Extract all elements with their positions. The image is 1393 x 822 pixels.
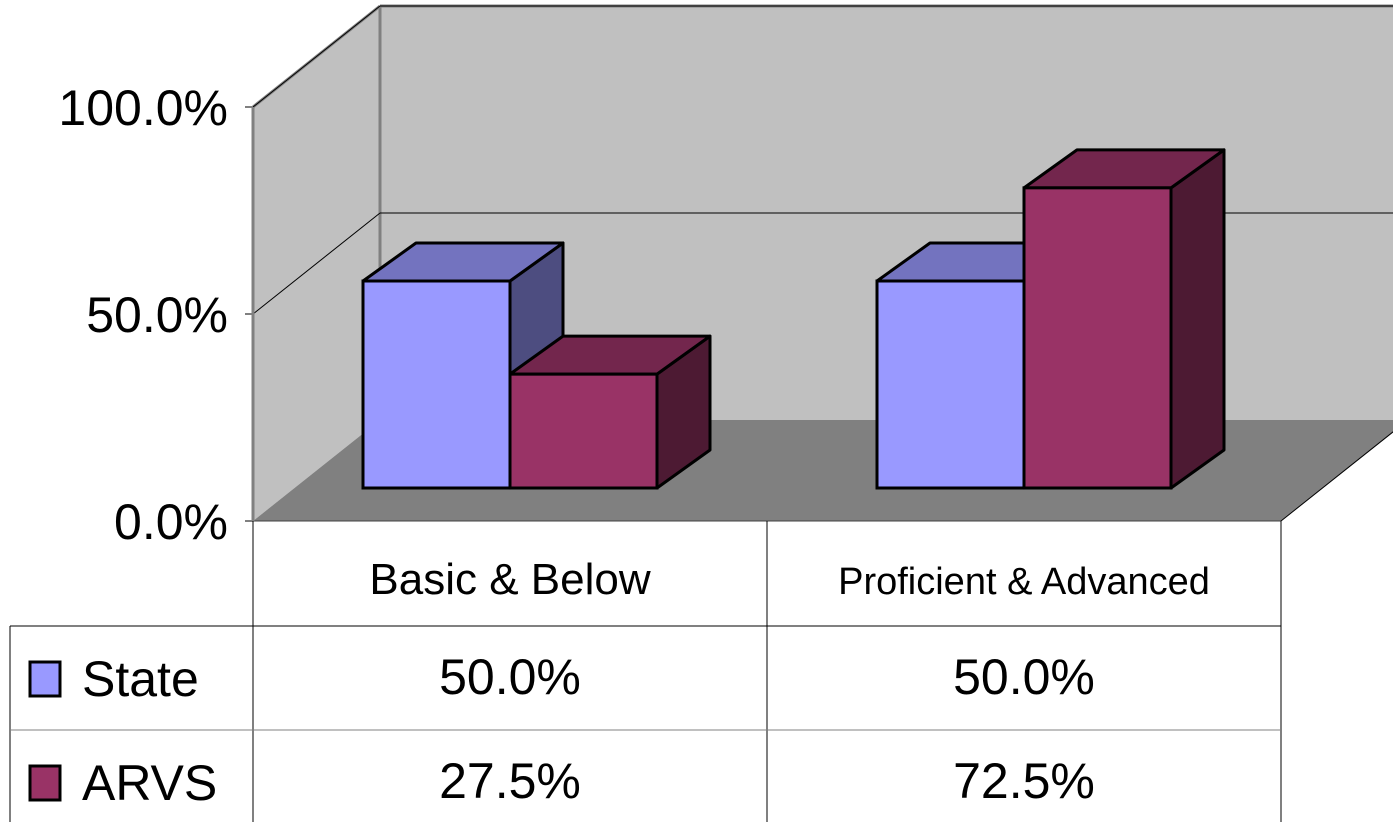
bar-arvs-2 xyxy=(1022,148,1226,490)
y-tick-label: 50.0% xyxy=(86,287,228,343)
bar-arvs-1 xyxy=(508,334,712,490)
floor-right-edge xyxy=(1280,431,1393,522)
y-axis: 0.0% 50.0% 100.0% xyxy=(58,80,255,550)
legend-label: State xyxy=(82,651,199,707)
y-tick-label: 0.0% xyxy=(114,494,228,550)
x-category-label: Basic & Below xyxy=(369,555,650,604)
bar-side xyxy=(1169,148,1226,490)
data-label: 50.0% xyxy=(439,649,581,705)
bar-front xyxy=(361,279,512,490)
data-label: 27.5% xyxy=(439,753,581,809)
gridline-side xyxy=(252,5,381,108)
y-tick-label: 100.0% xyxy=(58,80,228,136)
legend-key xyxy=(28,660,62,698)
gridline-side xyxy=(252,212,381,315)
data-label: 72.5% xyxy=(953,753,1095,809)
gridlines xyxy=(252,5,1393,315)
bar-front xyxy=(1022,186,1173,490)
x-category-label: Proficient & Advanced xyxy=(838,561,1210,603)
bar-front xyxy=(875,279,1026,490)
legend-label: ARVS xyxy=(82,755,217,811)
bars xyxy=(361,148,1226,490)
bar-front xyxy=(508,372,659,490)
data-table: Basic & Below Proficient & Advanced State 5… xyxy=(9,521,1282,822)
legend-key xyxy=(28,764,62,802)
data-label: 50.0% xyxy=(953,649,1095,705)
